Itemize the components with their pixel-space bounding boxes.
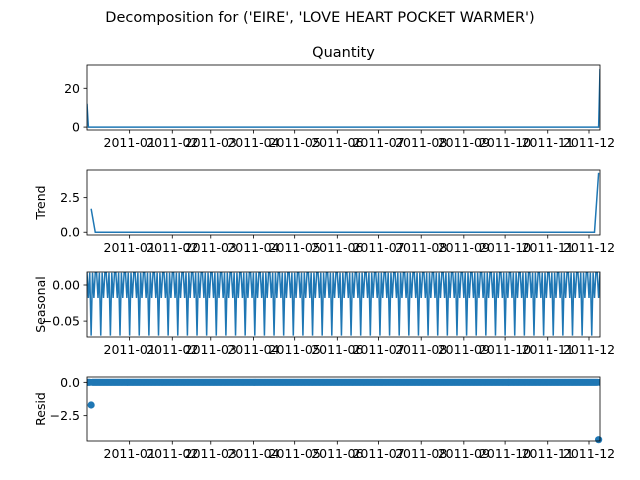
x-tick-label: 2011-06 — [311, 342, 363, 357]
x-tick-label: 2011-04 — [227, 342, 279, 357]
x-tick-label: 2011-09 — [438, 446, 490, 461]
y-tick-label: 0.0 — [60, 375, 80, 390]
x-tick-label: 2011-10 — [479, 342, 531, 357]
x-tick-label: 2011-01 — [104, 446, 156, 461]
x-tick-label: 2011-11 — [522, 240, 574, 255]
figure-title: Decomposition for ('EIRE', 'LOVE HEART P… — [105, 10, 534, 26]
resid-outlier-point — [595, 436, 603, 444]
x-tick-label: 2011-08 — [395, 446, 447, 461]
x-tick-label: 2011-08 — [395, 135, 447, 150]
x-tick-label: 2011-09 — [438, 342, 490, 357]
x-tick-label: 2011-10 — [479, 135, 531, 150]
x-tick-label: 2011-02 — [146, 135, 198, 150]
x-tick-label: 2011-06 — [311, 446, 363, 461]
x-tick-label: 2011-07 — [352, 240, 404, 255]
y-tick-label: 0.0 — [60, 225, 80, 240]
x-tick-label: 2011-03 — [185, 446, 237, 461]
x-tick-label: 2011-11 — [522, 135, 574, 150]
panels: 0202011-012011-022011-032011-042011-0520… — [33, 45, 615, 461]
x-tick-label: 2011-10 — [479, 446, 531, 461]
x-tick-label: 2011-12 — [563, 342, 615, 357]
x-tick-label: 2011-06 — [311, 240, 363, 255]
y-tick-label: 0 — [72, 120, 80, 135]
x-tick-label: 2011-04 — [227, 240, 279, 255]
y-tick-label: 20 — [64, 81, 80, 96]
y-tick-label: 2.5 — [60, 190, 80, 205]
panel-resid: 0.0−2.52011-012011-022011-032011-042011-… — [33, 375, 615, 461]
x-tick-label: 2011-03 — [185, 135, 237, 150]
panel-title: Quantity — [312, 45, 375, 61]
x-tick-label: 2011-07 — [352, 135, 404, 150]
y-tick-label: −2.5 — [50, 408, 80, 423]
x-tick-label: 2011-02 — [146, 240, 198, 255]
x-tick-label: 2011-12 — [563, 446, 615, 461]
x-tick-label: 2011-05 — [269, 240, 321, 255]
y-axis-label: Trend — [33, 185, 48, 220]
x-tick-label: 2011-03 — [185, 240, 237, 255]
panel-trend: 0.02.52011-012011-022011-032011-042011-0… — [33, 169, 615, 255]
x-tick-label: 2011-05 — [269, 135, 321, 150]
x-tick-label: 2011-01 — [104, 240, 156, 255]
panel-observed: 0202011-012011-022011-032011-042011-0520… — [64, 45, 615, 150]
x-tick-label: 2011-07 — [352, 342, 404, 357]
y-axis-label: Resid — [33, 392, 48, 426]
x-tick-label: 2011-03 — [185, 342, 237, 357]
x-tick-label: 2011-06 — [311, 135, 363, 150]
x-tick-label: 2011-09 — [438, 240, 490, 255]
x-tick-label: 2011-12 — [563, 135, 615, 150]
x-tick-label: 2011-08 — [395, 240, 447, 255]
observed-series-line — [87, 68, 600, 128]
x-tick-label: 2011-12 — [563, 240, 615, 255]
x-tick-label: 2011-04 — [227, 135, 279, 150]
x-tick-label: 2011-05 — [269, 342, 321, 357]
seasonal-series-line — [87, 272, 600, 336]
resid-axes-frame — [86, 376, 601, 442]
observed-axes-frame — [86, 64, 601, 131]
trend-series-line — [90, 172, 600, 233]
x-tick-label: 2011-02 — [146, 446, 198, 461]
panel-seasonal: 0.00−0.052011-012011-022011-032011-04201… — [33, 271, 615, 357]
x-tick-label: 2011-01 — [104, 135, 156, 150]
x-tick-label: 2011-07 — [352, 446, 404, 461]
seasonal-axes-frame — [86, 271, 601, 338]
x-tick-label: 2011-11 — [522, 446, 574, 461]
y-axis-label: Seasonal — [33, 276, 48, 333]
resid-point — [596, 378, 600, 386]
y-tick-label: −0.05 — [42, 314, 80, 329]
x-tick-label: 2011-01 — [104, 342, 156, 357]
x-tick-label: 2011-10 — [479, 240, 531, 255]
x-tick-label: 2011-08 — [395, 342, 447, 357]
resid-outlier-point — [87, 401, 95, 409]
trend-axes-frame — [86, 169, 601, 236]
x-tick-label: 2011-04 — [227, 446, 279, 461]
x-tick-label: 2011-09 — [438, 135, 490, 150]
x-tick-label: 2011-11 — [522, 342, 574, 357]
y-tick-label: 0.00 — [52, 278, 80, 293]
x-tick-label: 2011-05 — [269, 446, 321, 461]
resid-points — [87, 378, 600, 386]
x-tick-label: 2011-02 — [146, 342, 198, 357]
